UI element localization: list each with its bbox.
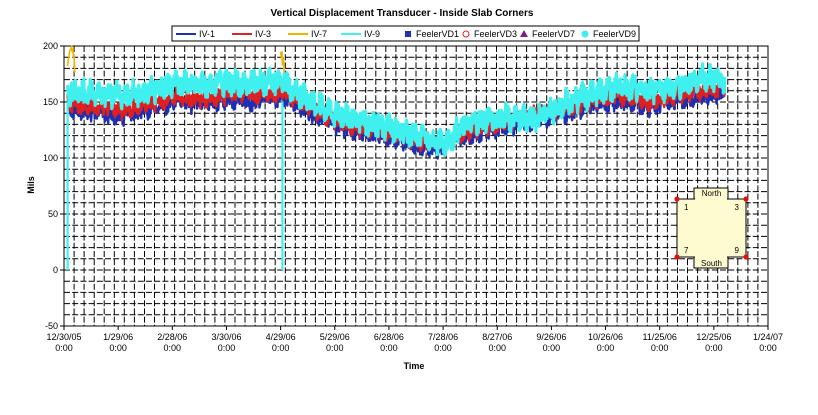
x-tick-label: 11/25/06 — [643, 332, 677, 342]
y-tick-label: -50 — [45, 321, 58, 331]
x-tick-label: 3/30/06 — [211, 332, 241, 342]
series-line-segment — [455, 86, 570, 144]
plot-border — [63, 45, 769, 327]
legend-swatch-circle — [462, 30, 470, 38]
legend-swatch-square — [405, 31, 411, 37]
x-tick-label-time: 0:00 — [272, 343, 290, 353]
series-iv-9 — [66, 62, 727, 157]
north-label: North — [702, 189, 722, 198]
corner-marker — [743, 254, 749, 260]
corner-label: 1 — [684, 203, 689, 212]
legend-item-feelervd3: FeelerVD3 — [462, 29, 517, 39]
x-tick-label-time: 0:00 — [434, 343, 452, 353]
legend-label: IV-9 — [364, 29, 380, 39]
x-tick-label: 9/26/06 — [536, 332, 566, 342]
x-tick-label: 5/29/06 — [320, 332, 350, 342]
series-line-segment — [566, 62, 727, 116]
legend-item-feelervd1: FeelerVD1 — [405, 29, 459, 39]
legend-label: IV-3 — [255, 29, 271, 39]
legend-label: FeelerVD1 — [416, 29, 459, 39]
legend-item-iv-9: IV-9 — [341, 29, 380, 39]
legend-label: IV-7 — [311, 29, 327, 39]
y-tick-label: 0 — [53, 265, 58, 275]
x-tick-label-time: 0:00 — [488, 343, 506, 353]
series-line-segment — [66, 83, 445, 153]
x-tick-label-time: 0:00 — [543, 343, 561, 353]
x-tick-label-time: 0:00 — [705, 343, 723, 353]
legend: IV-1 IV-3 IV-7 IV-9 FeelerVD1 FeelerVD3 Feeler… — [171, 25, 640, 42]
corner-marker — [674, 254, 680, 260]
series-iv-7 — [66, 45, 285, 79]
x-tick-label-time: 0:00 — [380, 343, 398, 353]
south-label: South — [701, 259, 722, 268]
legend-swatch-triangle — [520, 30, 528, 37]
x-tick-label: 12/30/05 — [46, 332, 81, 342]
corner-marker — [674, 196, 680, 202]
x-tick-label-time: 0:00 — [651, 343, 669, 353]
y-axis-label: Mils — [26, 176, 36, 194]
x-tick-label: 2/28/06 — [157, 332, 187, 342]
legend-item-feelervd7: FeelerVD7 — [520, 29, 575, 39]
series-line-segment — [66, 66, 460, 157]
y-tick-label: 50 — [48, 209, 58, 219]
x-tick-label-time: 0:00 — [109, 343, 127, 353]
x-tick-label: 1/29/06 — [103, 332, 133, 342]
y-tick-labels: -50 0 50 100 150 200 — [43, 41, 64, 331]
corner-marker — [743, 196, 749, 202]
plot-frame — [63, 45, 769, 327]
x-tick-label: 8/27/06 — [482, 332, 512, 342]
x-tick-label: 10/26/06 — [588, 332, 623, 342]
corner-label: 9 — [735, 246, 740, 255]
x-tick-label-time: 0:00 — [55, 343, 73, 353]
x-tick-label: 12/25/06 — [696, 332, 731, 342]
x-tick-label: 7/28/06 — [428, 332, 458, 342]
y-tick-label: 150 — [43, 97, 58, 107]
series-layer — [66, 45, 727, 270]
x-tick-label-time: 0:00 — [326, 343, 344, 353]
x-tick-label: 6/28/06 — [374, 332, 404, 342]
slab-corner-inset: North South 1 3 7 9 — [674, 187, 749, 269]
corner-label: 3 — [735, 203, 740, 212]
legend-label: FeelerVD3 — [474, 29, 517, 39]
x-tick-label-time: 0:00 — [597, 343, 615, 353]
legend-item-iv-7: IV-7 — [288, 29, 327, 39]
legend-item-iv-1: IV-1 — [176, 29, 215, 39]
y-tick-label: 200 — [43, 41, 58, 51]
series-line-segment — [66, 45, 76, 73]
legend-item-iv-3: IV-3 — [232, 29, 271, 39]
x-tick-label: 1/24/07 — [753, 332, 783, 342]
legend-label: FeelerVD7 — [532, 29, 575, 39]
x-tick-labels: 12/30/050:001/29/060:002/28/060:003/30/0… — [46, 326, 783, 353]
chart-title: Vertical Displacement Transducer - Insid… — [271, 8, 534, 19]
legend-label: FeelerVD9 — [593, 29, 636, 39]
x-axis-label: Time — [404, 361, 425, 371]
x-tick-label: 4/29/06 — [266, 332, 296, 342]
x-tick-label-time: 0:00 — [164, 343, 182, 353]
x-tick-label-time: 0:00 — [218, 343, 236, 353]
y-tick-label: 100 — [43, 153, 58, 163]
slab-panel — [676, 198, 747, 258]
corner-label: 7 — [684, 246, 689, 255]
x-tick-label-time: 0:00 — [759, 343, 777, 353]
legend-swatch-dot — [581, 30, 589, 38]
legend-label: IV-1 — [199, 29, 215, 39]
legend-item-feelervd9: FeelerVD9 — [581, 29, 636, 39]
grid-lines — [64, 46, 768, 326]
series-line-segment — [279, 50, 285, 79]
